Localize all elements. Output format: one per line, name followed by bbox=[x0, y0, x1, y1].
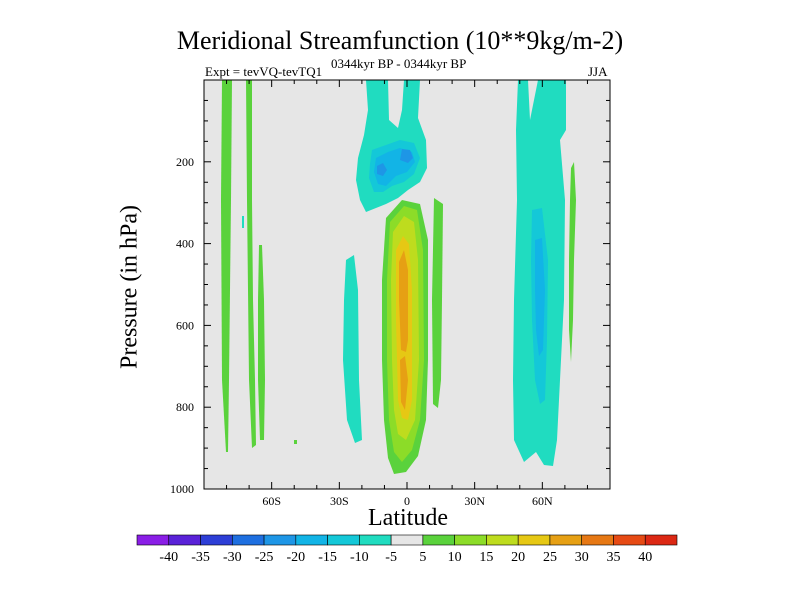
contour-region-trop-pos-5 bbox=[399, 250, 408, 352]
x-tick-label: 60S bbox=[262, 494, 281, 508]
colorbar-swatch bbox=[359, 534, 392, 546]
contour-speck-1 bbox=[242, 216, 244, 228]
contour-speck-2 bbox=[294, 440, 297, 444]
colorbar-swatch bbox=[231, 534, 265, 546]
colorbar-swatch bbox=[644, 534, 678, 546]
y-axis: 200 400 600 800 1000 bbox=[170, 79, 610, 496]
x-axis: 60S 30S 0 30N 60N bbox=[203, 80, 611, 508]
colorbar-swatch bbox=[422, 534, 455, 546]
colorbar-swatch bbox=[295, 534, 328, 546]
x-tick-label: 0 bbox=[404, 494, 410, 508]
colorbar-swatch bbox=[486, 534, 519, 546]
contour-region-ss-neg bbox=[343, 255, 362, 443]
colorbar-label: -35 bbox=[191, 550, 210, 565]
colorbar-label: -30 bbox=[223, 550, 242, 565]
contour-band-nh-pos bbox=[569, 162, 576, 362]
colorbar-label: -25 bbox=[255, 550, 274, 565]
y-tick-label: 400 bbox=[176, 237, 194, 251]
contour-region-upper-neg-4 bbox=[400, 149, 413, 163]
colorbar-swatch bbox=[327, 534, 360, 546]
colorbar-label: -20 bbox=[286, 550, 305, 565]
colorbar-swatch bbox=[390, 534, 424, 546]
x-tick-label: 30S bbox=[330, 494, 349, 508]
y-tick-label: 200 bbox=[176, 155, 194, 169]
contour-region-trop-pos-6 bbox=[400, 356, 408, 410]
contour-region-nh-neg-3 bbox=[535, 238, 545, 356]
colorbar-label: 40 bbox=[638, 550, 652, 565]
colorbar-swatch bbox=[263, 534, 297, 546]
colorbar-swatch bbox=[136, 534, 170, 546]
contour-region-upper-neg-5 bbox=[377, 163, 387, 176]
colorbar-label: 5 bbox=[419, 550, 426, 565]
colorbar-label: -10 bbox=[350, 550, 369, 565]
y-tick-label: 600 bbox=[176, 318, 194, 332]
colorbar-label: 30 bbox=[575, 550, 589, 565]
contour-band-sh-1 bbox=[221, 80, 232, 452]
colorbar-swatch bbox=[454, 534, 487, 546]
colorbar-label: 20 bbox=[511, 550, 525, 565]
experiment-label: Expt = tevVQ-tevTQ1 bbox=[205, 64, 323, 79]
period-label: 0344kyr BP - 0344kyr BP bbox=[331, 56, 467, 71]
contour-band-trop-edge bbox=[432, 198, 443, 408]
colorbar-swatch bbox=[613, 534, 646, 546]
colorbar-swatch bbox=[581, 534, 614, 546]
colorbar-swatch bbox=[168, 534, 201, 546]
colorbar-label: -40 bbox=[159, 550, 178, 565]
contour-band-sh-2 bbox=[246, 80, 256, 448]
colorbar-swatch bbox=[517, 534, 551, 546]
colorbar-swatch bbox=[200, 534, 233, 546]
y-tick-label: 1000 bbox=[170, 482, 194, 496]
season-label: JJA bbox=[588, 64, 608, 79]
x-axis-label: Latitude bbox=[368, 505, 448, 531]
colorbar-label: -5 bbox=[385, 550, 397, 565]
x-tick-label: 30N bbox=[464, 494, 485, 508]
colorbar-label: 15 bbox=[479, 550, 493, 565]
colorbar-label: 25 bbox=[543, 550, 557, 565]
chart-title: Meridional Streamfunction (10**9kg/m-2) bbox=[176, 26, 624, 55]
colorbar-swatch bbox=[549, 534, 583, 546]
colorbar: -40 -35 -30 -25 -20 -15 -10 -5 5 10 15 20 25 30 35 40 bbox=[136, 534, 678, 565]
colorbar-label: -15 bbox=[318, 550, 337, 565]
x-tick-label: 60N bbox=[532, 494, 553, 508]
contour-field bbox=[221, 80, 576, 474]
colorbar-label: 10 bbox=[448, 550, 462, 565]
colorbar-label: 35 bbox=[606, 550, 620, 565]
contour-band-sh-3 bbox=[258, 245, 265, 440]
y-tick-label: 800 bbox=[176, 400, 194, 414]
